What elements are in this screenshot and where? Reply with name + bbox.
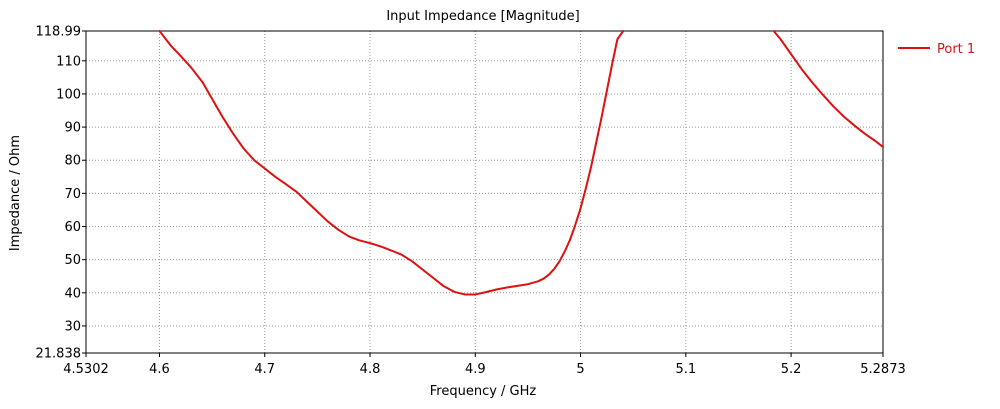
x-tick-label: 4.5302 xyxy=(63,362,109,377)
x-tick-label: 5.2873 xyxy=(860,362,906,377)
chart-title: Input Impedance [Magnitude] xyxy=(386,9,579,24)
y-tick-label: 110 xyxy=(56,54,81,69)
x-axis-label: Frequency / GHz xyxy=(430,384,537,399)
x-tick-label: 5 xyxy=(576,362,584,377)
y-tick-label: 100 xyxy=(56,87,81,102)
y-tick-label: 30 xyxy=(64,319,81,334)
x-tick-label: 5.2 xyxy=(781,362,802,377)
y-axis-label: Impedance / Ohm xyxy=(8,135,23,251)
y-tick-label: 40 xyxy=(64,286,81,301)
grid-lines xyxy=(86,31,883,353)
x-tick-label: 5.1 xyxy=(675,362,696,377)
y-tick-label: 70 xyxy=(64,187,81,202)
legend-label-port-1: Port 1 xyxy=(937,42,975,57)
series-line-port-1 xyxy=(158,30,884,296)
y-tick-label: 50 xyxy=(64,253,81,268)
y-tick-label: 21.838 xyxy=(36,347,82,362)
x-axis-ticks: 4.5302 4.6 4.7 4.8 4.9 5 5.1 5.2 5.2873 xyxy=(63,353,906,377)
y-tick-label: 90 xyxy=(64,121,81,136)
y-tick-label: 118.99 xyxy=(36,25,82,40)
series-layer xyxy=(158,30,884,296)
y-axis-ticks: 21.838 30 40 50 60 70 80 90 100 110 118.99 xyxy=(36,25,86,362)
y-tick-label: 60 xyxy=(64,220,81,235)
x-tick-label: 4.6 xyxy=(149,362,170,377)
x-tick-label: 4.8 xyxy=(360,362,381,377)
x-tick-label: 4.9 xyxy=(465,362,486,377)
plot-area-frame xyxy=(85,30,884,354)
x-tick-label: 4.7 xyxy=(254,362,275,377)
legend[interactable]: Port 1 xyxy=(898,42,975,57)
y-tick-label: 80 xyxy=(64,154,81,169)
